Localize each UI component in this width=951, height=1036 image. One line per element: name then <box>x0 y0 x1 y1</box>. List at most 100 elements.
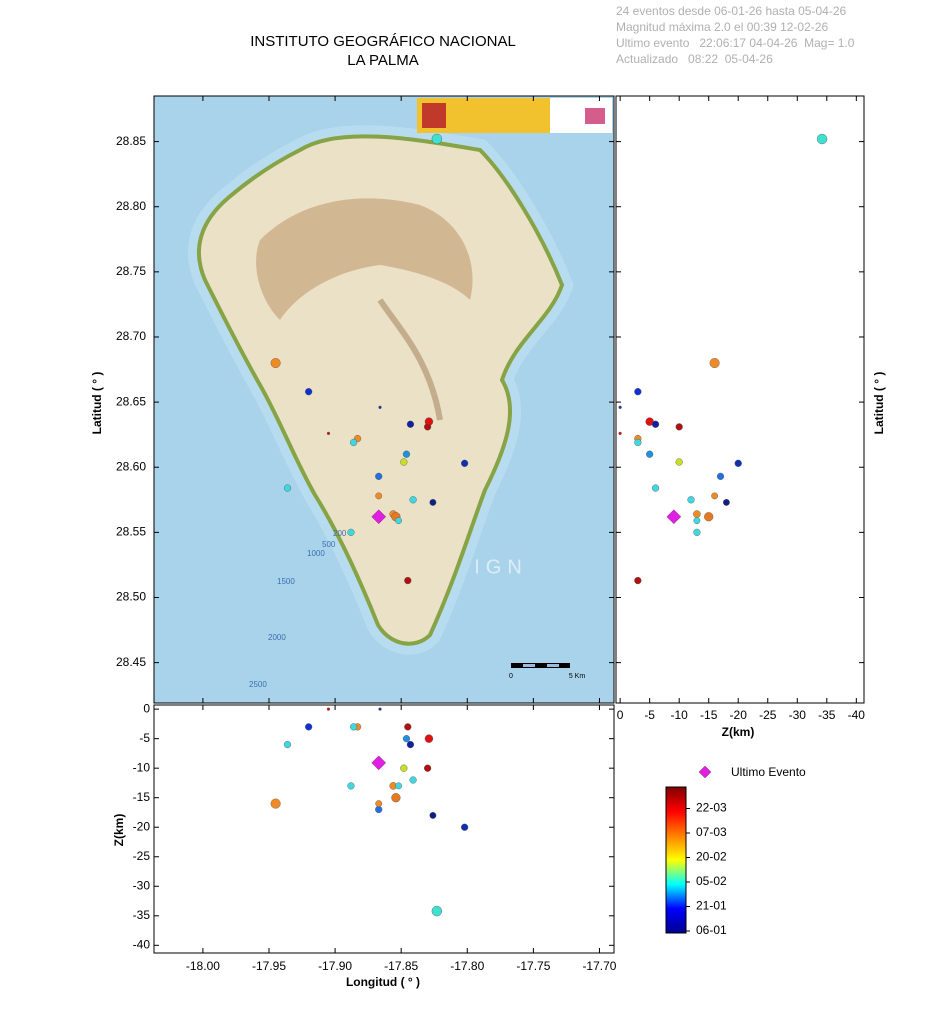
event-marker <box>429 812 437 819</box>
colorbar-label: 21-01 <box>696 899 727 913</box>
x-tick-label: -17.85 <box>384 959 418 973</box>
event-marker <box>378 405 382 409</box>
scale-bar <box>523 664 535 667</box>
event-marker <box>634 438 642 447</box>
y-tick-label: 28.60 <box>116 459 146 473</box>
event-marker <box>270 358 281 369</box>
z-tick-label: -15 <box>133 790 151 804</box>
y-tick-label: 28.75 <box>116 264 146 278</box>
info-line: 24 eventos desde 06-01-26 hasta 05-04-26 <box>616 4 846 18</box>
event-marker <box>400 764 408 772</box>
event-marker <box>391 793 401 803</box>
last-event-marker <box>666 509 682 525</box>
z-tick-label: -35 <box>818 708 836 722</box>
caldera <box>256 198 473 320</box>
colorbar-label: 05-02 <box>696 874 727 888</box>
event-marker <box>424 734 434 743</box>
z-tick-label: -5 <box>644 708 655 722</box>
x-tick-label: -17.75 <box>516 959 550 973</box>
event-marker <box>424 423 432 431</box>
depth-lon-frame <box>153 704 615 954</box>
colorbar-label: 20-02 <box>696 850 727 864</box>
z-tick-label: 0 <box>143 701 150 715</box>
x-tick-label: -17.90 <box>318 959 352 973</box>
event-marker <box>305 723 313 731</box>
z-tick-label: -25 <box>133 849 151 863</box>
event-marker <box>431 133 443 145</box>
event-marker <box>693 510 701 518</box>
z-tick-label: -40 <box>133 937 151 951</box>
scale-bar <box>547 664 559 667</box>
event-marker <box>646 450 654 458</box>
event-marker <box>424 764 432 772</box>
y-axis-label: Latitud ( ° ) <box>90 372 104 435</box>
map-frame <box>153 95 615 704</box>
event-marker <box>431 905 443 917</box>
z-axis-label: Z(km) <box>722 725 755 739</box>
x-tick-label: -17.95 <box>252 959 286 973</box>
event-marker <box>347 782 355 790</box>
contour-label: 1000 <box>307 549 325 558</box>
event-marker <box>402 450 411 458</box>
event-marker <box>406 420 415 428</box>
z-tick-label: -40 <box>848 708 866 722</box>
contour-label: 500 <box>322 540 336 549</box>
event-marker <box>461 459 469 467</box>
event-marker <box>375 800 383 808</box>
z-tick-label: -10 <box>133 760 151 774</box>
y-tick-label: 28.85 <box>116 134 146 148</box>
event-marker <box>409 776 417 784</box>
z-tick-label: -30 <box>133 878 151 892</box>
x-tick-label: -17.70 <box>582 959 616 973</box>
y-tick-label: 28.65 <box>116 394 146 408</box>
event-marker <box>375 492 383 500</box>
colorbar <box>665 786 687 934</box>
event-marker <box>704 512 714 522</box>
logo-shield <box>422 103 446 128</box>
event-marker <box>395 782 402 790</box>
event-marker <box>375 472 383 480</box>
z-tick-label: -25 <box>759 708 777 722</box>
event-marker <box>716 472 725 480</box>
event-marker <box>461 823 469 831</box>
z-tick-label: -20 <box>730 708 748 722</box>
event-marker <box>634 576 642 585</box>
z-tick-label: -10 <box>671 708 689 722</box>
contour-label: 1500 <box>277 577 295 586</box>
event-marker <box>693 517 701 525</box>
event-marker <box>618 431 622 435</box>
ridge <box>377 298 443 421</box>
info-line: Magnitud máxima 2.0 el 00:39 12-02-26 <box>616 20 828 34</box>
z-tick-label: -15 <box>700 708 718 722</box>
event-marker <box>634 388 642 396</box>
event-marker <box>395 517 402 525</box>
depth-lat-frame <box>615 95 865 704</box>
event-marker <box>675 423 683 431</box>
scale-bar <box>511 663 570 668</box>
last-event-marker <box>371 509 387 525</box>
event-marker <box>402 735 411 743</box>
event-marker <box>651 420 660 428</box>
event-marker <box>711 492 719 500</box>
colorbar-label: 07-03 <box>696 825 727 839</box>
event-marker <box>283 740 292 749</box>
event-marker <box>693 528 701 536</box>
event-marker <box>283 484 292 492</box>
y-tick-label: 28.50 <box>116 590 146 604</box>
z-tick-label: -30 <box>789 708 807 722</box>
contour-label: 200 <box>333 529 347 538</box>
y-tick-label: 28.80 <box>116 199 146 213</box>
event-marker <box>375 805 383 814</box>
last-event-marker <box>371 755 387 771</box>
x-tick-label: -17.80 <box>450 959 484 973</box>
info-line: Ultimo evento 22:06:17 04-04-26 Mag= 1.0 <box>616 36 855 50</box>
event-marker <box>404 723 412 731</box>
event-marker <box>709 358 720 369</box>
event-marker <box>429 499 437 506</box>
event-marker <box>618 405 622 409</box>
y-tick-label: 28.70 <box>116 329 146 343</box>
contour-label: 2000 <box>268 633 286 642</box>
chart-title: INSTITUTO GEOGRÁFICO NACIONAL <box>250 33 516 50</box>
